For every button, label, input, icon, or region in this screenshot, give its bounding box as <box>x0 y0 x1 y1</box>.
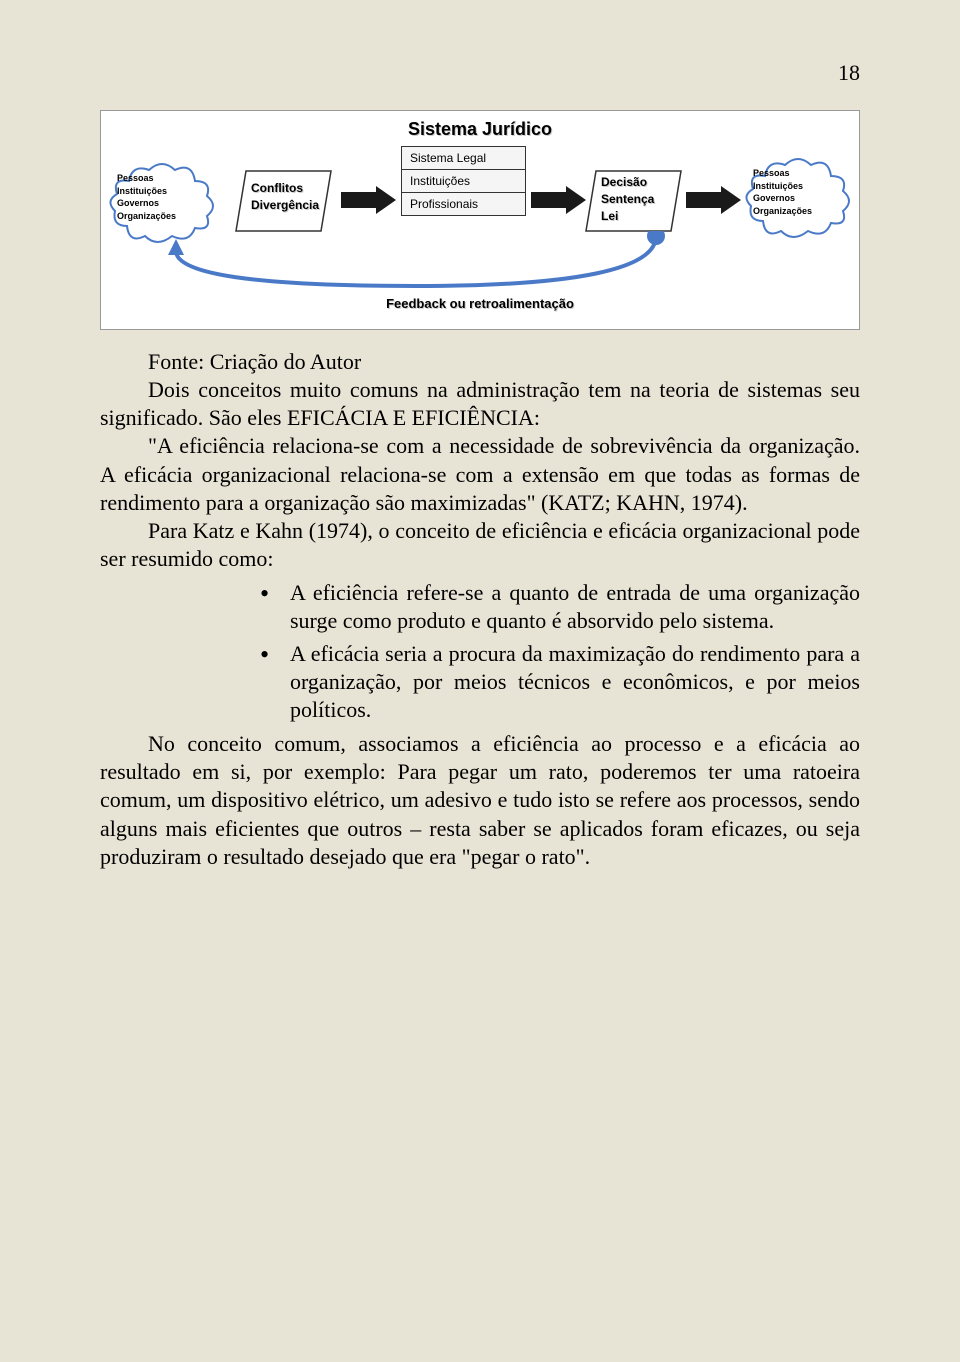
feedback-label: Feedback ou retroalimentação <box>386 296 574 311</box>
page-number: 18 <box>838 60 860 86</box>
pg-line: Divergência <box>251 197 319 214</box>
arrow-icon <box>531 186 586 214</box>
arrow-icon <box>341 186 396 214</box>
list-item: A eficiência refere-se a quanto de entra… <box>260 579 860 635</box>
cloud-line: Instituições <box>753 180 812 193</box>
diagram-title: Sistema Jurídico <box>408 119 552 140</box>
list-item: A eficácia seria a procura da maximizaçã… <box>260 640 860 724</box>
diagram-sistema-juridico: Sistema Jurídico Pessoas Instituições Go… <box>100 110 860 330</box>
sysbox-row: Profissionais <box>401 192 526 216</box>
node-decisao: Decisão Sentença Lei <box>581 166 686 236</box>
node-conflitos: Conflitos Divergência <box>231 166 336 236</box>
pg-line: Conflitos <box>251 180 319 197</box>
body-paragraph: Para Katz e Kahn (1974), o conceito de e… <box>100 517 860 573</box>
cloud-line: Governos <box>753 192 812 205</box>
pg-line: Lei <box>601 208 654 225</box>
figure-caption: Fonte: Criação do Autor <box>100 348 860 376</box>
body-paragraph: No conceito comum, associamos a eficiênc… <box>100 730 860 871</box>
body-paragraph: Dois conceitos muito comuns na administr… <box>100 376 860 432</box>
bullet-list: A eficiência refere-se a quanto de entra… <box>260 579 860 724</box>
cloud-line: Organizações <box>117 210 176 223</box>
cloud-line: Organizações <box>753 205 812 218</box>
pg-line: Decisão <box>601 174 654 191</box>
body-paragraph: "A eficiência relaciona-se com a necessi… <box>100 432 860 516</box>
node-sistema-legal: Sistema Legal Instituições Profissionais <box>401 146 526 215</box>
cloud-line: Instituições <box>117 185 176 198</box>
arrow-icon <box>686 186 741 214</box>
sysbox-row: Instituições <box>401 169 526 193</box>
pg-line: Sentença <box>601 191 654 208</box>
cloud-line: Governos <box>117 197 176 210</box>
cloud-line: Pessoas <box>117 172 176 185</box>
cloud-outputs: Pessoas Instituições Governos Organizaçõ… <box>743 151 853 241</box>
feedback-arc <box>161 231 671 301</box>
sysbox-row: Sistema Legal <box>401 146 526 170</box>
cloud-line: Pessoas <box>753 167 812 180</box>
